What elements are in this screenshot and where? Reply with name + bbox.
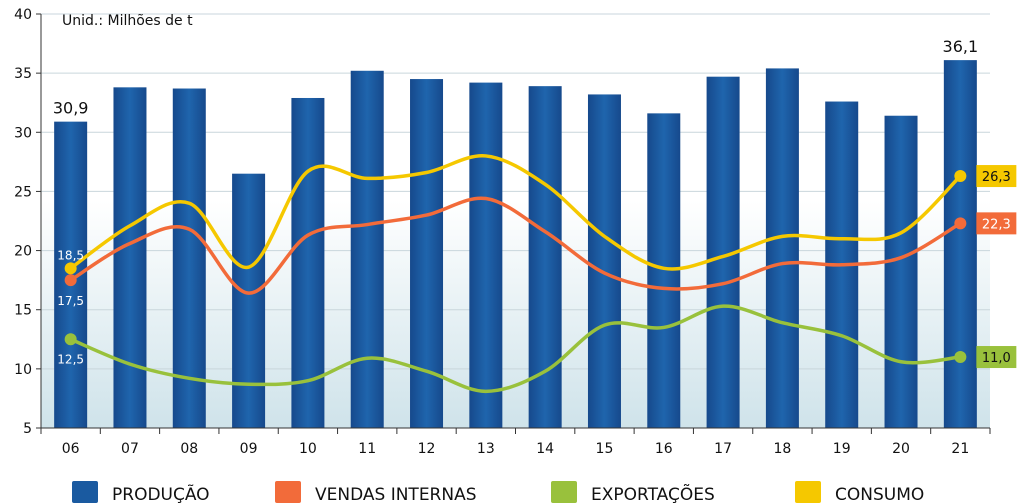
value-labels: 30,9 36,1 18,5 17,5 12,5 26,3 22,3 11,0 [53, 37, 1017, 369]
x-tick-label: 16 [655, 441, 673, 457]
line-consumo [69, 154, 962, 271]
point-vendas-internas [64, 274, 77, 287]
bar-label-first: 30,9 [53, 99, 89, 118]
bar-13 [469, 82, 503, 428]
y-axis: 5 10 15 20 25 30 35 40 [14, 7, 42, 437]
y-tick-label: 20 [14, 244, 32, 260]
x-tick-label: 08 [180, 441, 198, 457]
series-lines [64, 154, 967, 394]
point-exporta-es [64, 333, 77, 346]
bar-07 [113, 87, 147, 428]
x-tick-label: 18 [773, 441, 791, 457]
vendas-last-label-box [976, 212, 1017, 235]
consumo-last-label-box [976, 165, 1017, 188]
unit-label: Unid.: Milhões de t [62, 13, 193, 29]
x-tick-label: 20 [892, 441, 910, 457]
legend-label-produ-o: PRODUÇÃO [112, 483, 210, 504]
bar-11 [350, 70, 384, 428]
legend-swatch-produ-o [72, 481, 98, 503]
point-consumo [64, 262, 77, 275]
x-axis: 06 07 08 09 10 11 12 13 14 15 16 17 18 19 20 21 [40, 427, 991, 457]
x-tick-label: 11 [358, 441, 376, 457]
consumo-first-label: 18,5 [57, 248, 84, 262]
y-tick-label: 5 [23, 421, 32, 437]
x-tick-label: 09 [240, 441, 258, 457]
bar-10 [291, 97, 325, 429]
vendas-last-label: 22,3 [982, 217, 1011, 232]
legend-swatch-exporta-es [551, 481, 577, 503]
line-exporta-es [69, 304, 961, 394]
bar-label-last: 36,1 [943, 37, 979, 56]
export-first-label: 12,5 [57, 352, 84, 366]
point-exporta-es [954, 351, 967, 364]
consumo-last-label: 26,3 [982, 170, 1011, 185]
point-consumo [954, 170, 967, 183]
x-tick-label: 10 [299, 441, 317, 457]
x-tick-label: 06 [62, 441, 80, 457]
point-vendas-internas [954, 217, 967, 230]
x-tick-label: 17 [714, 441, 732, 457]
export-last-label: 11,0 [982, 351, 1011, 366]
x-tick-label: 14 [536, 441, 554, 457]
x-tick-label: 21 [951, 441, 969, 457]
x-tick-label: 12 [418, 441, 436, 457]
bar-18 [765, 68, 799, 428]
bar-20 [884, 115, 918, 429]
legend: PRODUÇÃO VENDAS INTERNAS EXPORTAÇÕES CONSUM… [72, 481, 924, 504]
legend-swatch-consumo [795, 481, 821, 503]
x-tick-label: 15 [596, 441, 614, 457]
y-tick-label: 30 [14, 125, 32, 141]
x-tick-label: 19 [833, 441, 851, 457]
legend-label-consumo: CONSUMO [835, 485, 924, 504]
legend-label-exporta-es: EXPORTAÇÕES [591, 483, 715, 504]
export-last-label-box [976, 346, 1017, 369]
y-tick-label: 40 [14, 7, 32, 23]
vendas-first-label: 17,5 [57, 294, 84, 308]
y-tick-label: 25 [14, 184, 32, 200]
y-tick-label: 10 [14, 362, 32, 378]
bar-09 [232, 173, 266, 428]
legend-swatch-vendas-internas [275, 481, 301, 503]
x-tick-label: 13 [477, 441, 495, 457]
y-tick-label: 15 [14, 303, 32, 319]
bar-08 [172, 88, 206, 429]
bar-16 [647, 113, 681, 429]
legend-label-vendas-internas: VENDAS INTERNAS [315, 485, 477, 504]
bar-15 [587, 94, 621, 428]
y-tick-label: 35 [14, 66, 32, 82]
line-vendas-internas [69, 196, 962, 295]
x-tick-label: 07 [121, 441, 139, 457]
bar-21 [943, 60, 977, 428]
